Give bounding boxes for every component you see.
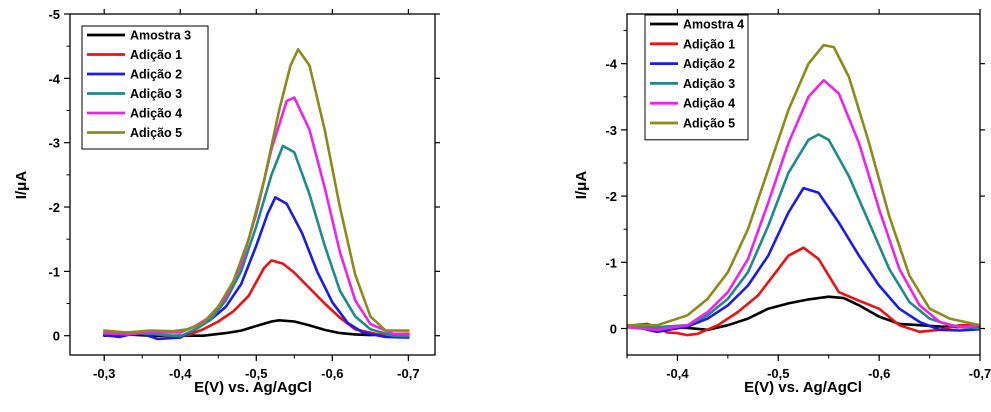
x-tick-label: -0,5 [245,366,267,381]
series-line-1 [627,295,980,332]
x-tick-label: -0,4 [169,366,192,381]
legend-label: Adição 2 [130,68,182,82]
series-line-6 [102,48,410,334]
y-axis-label: I/μA [13,171,30,200]
y-tick-label: 0 [610,322,617,337]
legend-label: Amostra 4 [683,18,744,32]
legend-label: Adição 2 [683,57,735,71]
x-tick-label: -0,7 [969,366,991,381]
chart-2: -0,4 -0,5 -0,6 -0,7 0 -1 -2 -3 -4 E(V) vs. Ag/AgC… [573,9,991,396]
x-axis-label: E(V) vs. Ag/AgCl [194,379,312,396]
y-tick-label: -4 [605,57,617,72]
y-tick-label: -3 [48,136,60,151]
series-line-2 [627,246,980,337]
legend-label: Adição 1 [130,48,182,62]
plot-frame [626,13,981,356]
legend-label: Adição 3 [130,87,182,101]
series-line-3 [627,186,980,334]
series-line-4 [102,144,410,338]
x-tick-label: -0,4 [666,366,689,381]
y-tick-label: -4 [48,71,60,86]
x-axis-label: E(V) vs. Ag/AgCl [744,379,862,396]
x-tick-label: -0,6 [321,366,343,381]
legend-label: Adição 1 [683,37,735,51]
y-tick-label: 0 [53,329,60,344]
y-tick-label: -2 [605,189,617,204]
legend-label: Amostra 3 [130,29,191,43]
legend-label: Adição 4 [683,97,735,111]
x-tick-label: -0,6 [868,366,890,381]
x-tick-label: -0,7 [397,366,419,381]
y-tick-label: -2 [48,200,60,215]
legend-label: Adição 4 [130,107,182,121]
y-tick-label: -1 [605,255,617,270]
legend-box [644,14,749,141]
legend-label: Adição 5 [683,117,735,131]
legend: Amostra 3 Adição 1 Adição 2 Adição 3 Adição … [81,25,209,150]
legend-label: Adição 5 [130,126,182,140]
y-tick-label: -3 [605,123,617,138]
series-line-4 [627,133,980,330]
series-group [102,48,410,341]
series-line-6 [627,43,980,327]
legend-label: Adição 3 [683,77,735,91]
y-axis-label: I/μA [573,171,590,200]
plot-frame [69,13,436,356]
legend-box [81,25,209,150]
x-tick-label: -0,3 [93,366,115,381]
y-tick-label: -5 [48,7,60,22]
series-line-3 [102,196,410,341]
chart-1: -0,3 -0,4 -0,5 -0,6 -0,7 0 -1 -2 -3 -4 -5 E(V) vs. … [13,7,440,396]
legend: Amostra 4 Adição 1 Adição 2 Adição 3 Adição … [644,14,749,141]
series-group [627,43,980,337]
x-tick-label: -0,5 [767,366,789,381]
y-tick-label: -1 [48,264,60,279]
series-line-5 [627,78,980,332]
